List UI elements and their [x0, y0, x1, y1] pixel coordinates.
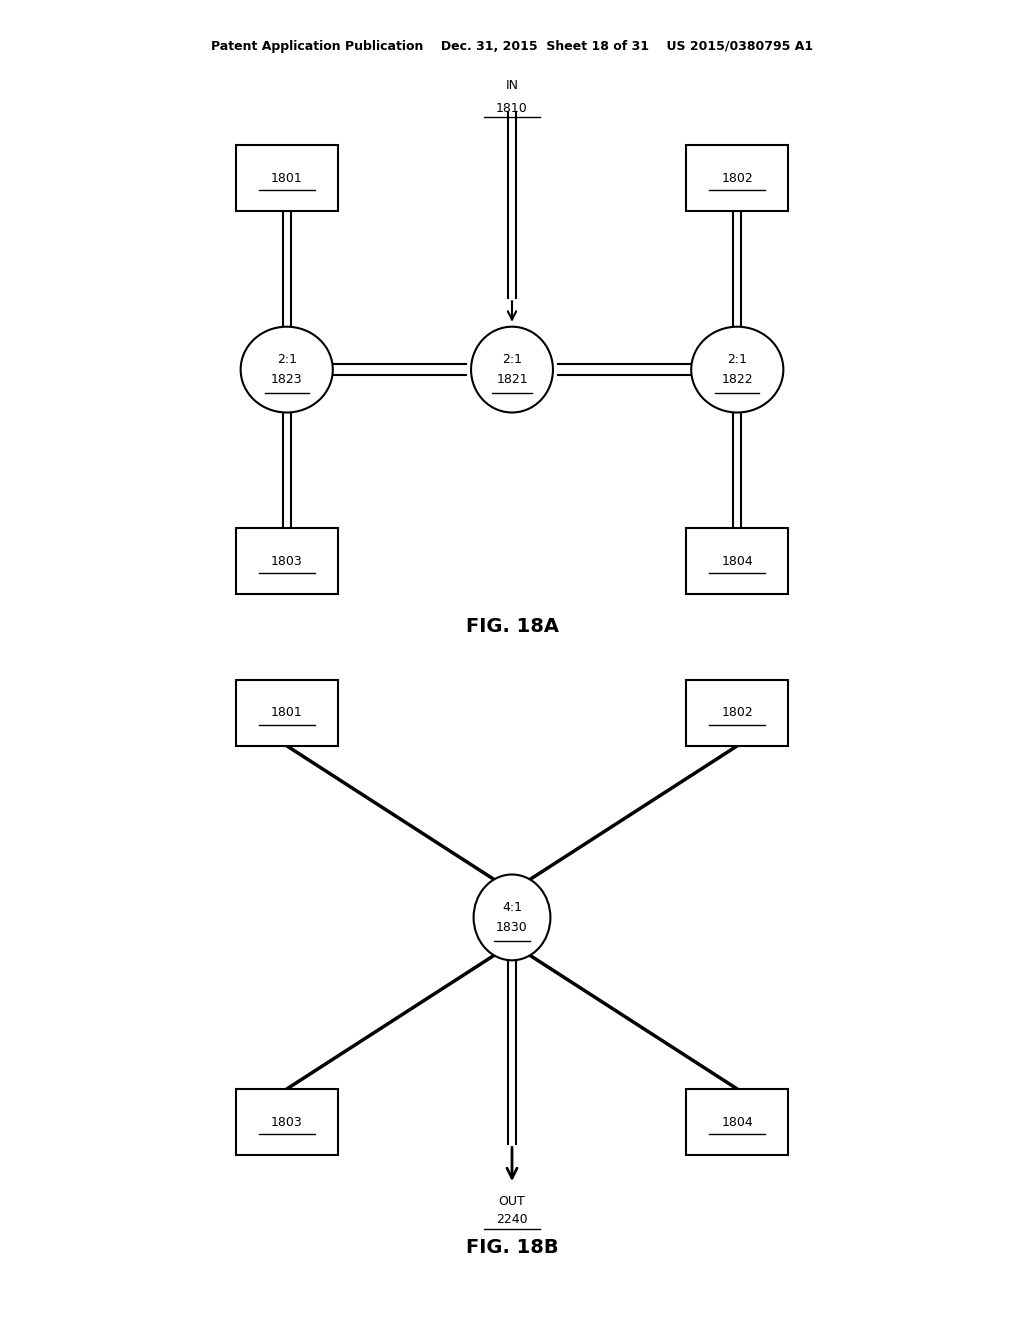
Text: 1804: 1804: [721, 554, 754, 568]
Text: 2:1: 2:1: [502, 352, 522, 366]
FancyBboxPatch shape: [686, 1089, 788, 1155]
Text: FIG. 18B: FIG. 18B: [466, 1238, 558, 1257]
Text: 1802: 1802: [721, 706, 754, 719]
Text: 1801: 1801: [270, 172, 303, 185]
Text: 2240: 2240: [497, 1213, 527, 1226]
Text: 2:1: 2:1: [276, 352, 297, 366]
Text: 1801: 1801: [270, 706, 303, 719]
Ellipse shape: [473, 875, 551, 961]
Text: 1823: 1823: [271, 374, 302, 387]
Text: 2:1: 2:1: [727, 352, 748, 366]
FancyBboxPatch shape: [686, 528, 788, 594]
Ellipse shape: [471, 327, 553, 412]
Text: 1804: 1804: [721, 1115, 754, 1129]
Ellipse shape: [691, 327, 783, 412]
FancyBboxPatch shape: [686, 145, 788, 211]
FancyBboxPatch shape: [236, 1089, 338, 1155]
Text: 1830: 1830: [496, 921, 528, 935]
Text: FIG. 18A: FIG. 18A: [466, 618, 558, 636]
Text: 1802: 1802: [721, 172, 754, 185]
FancyBboxPatch shape: [236, 680, 338, 746]
FancyBboxPatch shape: [236, 528, 338, 594]
Ellipse shape: [241, 327, 333, 412]
Text: 1821: 1821: [497, 374, 527, 387]
Text: 1822: 1822: [722, 374, 753, 387]
FancyBboxPatch shape: [686, 680, 788, 746]
Text: Patent Application Publication    Dec. 31, 2015  Sheet 18 of 31    US 2015/03807: Patent Application Publication Dec. 31, …: [211, 40, 813, 53]
Text: OUT: OUT: [499, 1195, 525, 1208]
Text: IN: IN: [506, 79, 518, 92]
FancyBboxPatch shape: [236, 145, 338, 211]
Text: 1810: 1810: [496, 102, 528, 115]
Text: 1803: 1803: [270, 554, 303, 568]
Text: 4:1: 4:1: [502, 900, 522, 913]
Text: 1803: 1803: [270, 1115, 303, 1129]
